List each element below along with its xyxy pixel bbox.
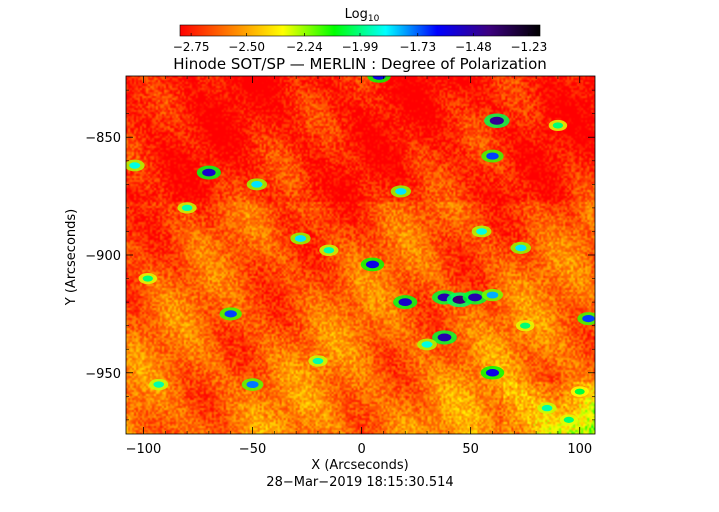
feature-core: [486, 152, 499, 160]
feature-core: [129, 162, 141, 169]
feature-core: [552, 122, 564, 129]
feature-core: [142, 275, 153, 282]
colorbar-tick-label: −2.75: [173, 40, 210, 54]
x-tick-label: 50: [462, 442, 479, 457]
feature-core: [224, 310, 237, 318]
feature-core: [398, 298, 412, 306]
colorbar-tick-label: −1.48: [455, 40, 492, 54]
feature-core: [323, 247, 335, 254]
timestamp: 28−Mar−2019 18:15:30.514: [266, 475, 453, 490]
y-axis-label: Y (Arcseconds): [64, 209, 79, 306]
feature-core: [582, 314, 595, 323]
feature-core: [153, 381, 165, 388]
colorbar-ticks: −2.75 −2.50 −2.24 −1.99 −1.73 −1.48 −1.23: [173, 33, 547, 54]
x-tick-label: −50: [239, 442, 266, 457]
feature-core: [476, 228, 488, 235]
feature-core: [541, 404, 553, 412]
feature-core: [563, 416, 574, 423]
y-tick-label: −900: [85, 249, 121, 264]
x-tick-label: 0: [357, 442, 365, 457]
x-tick-label: −100: [126, 442, 162, 457]
x-axis-label: X (Arcseconds): [311, 458, 408, 473]
feature-core: [437, 333, 452, 342]
feature-core: [574, 388, 585, 395]
polarization-features: [126, 76, 595, 426]
chart-title: Hinode SOT/SP — MERLIN : Degree of Polar…: [173, 55, 547, 73]
feature-core: [486, 291, 499, 299]
feature-core: [468, 293, 482, 302]
y-tick-label: −950: [85, 367, 121, 382]
feature-core: [251, 181, 263, 188]
feature-core: [520, 322, 531, 329]
feature-core: [246, 381, 259, 389]
feature-core: [489, 116, 504, 125]
feature-core: [365, 260, 380, 269]
y-axis-ticks: −850 −900 −950: [85, 89, 595, 421]
feature-core: [312, 357, 324, 365]
heatmap-image: [126, 76, 595, 434]
feature-core: [515, 244, 527, 252]
colorbar-tick-label: −1.99: [342, 40, 379, 54]
colorbar-tick-label: −2.50: [228, 40, 265, 54]
feature-core: [372, 76, 386, 80]
colorbar-label: Log10: [345, 7, 380, 24]
feature-core: [294, 235, 307, 242]
colorbar-tick-label: −1.23: [510, 40, 547, 54]
colorbar-tick-label: −1.73: [399, 40, 436, 54]
feature-core: [395, 188, 407, 195]
feature-core: [202, 168, 216, 177]
feature-core: [485, 368, 500, 377]
feature-core: [181, 204, 193, 212]
y-tick-label: −850: [85, 131, 121, 146]
feature-core: [421, 341, 433, 348]
colorbar-tick-label: −2.24: [286, 40, 323, 54]
x-axis-ticks: −100 −50 0 50 100: [126, 76, 592, 457]
x-tick-label: 100: [567, 442, 592, 457]
